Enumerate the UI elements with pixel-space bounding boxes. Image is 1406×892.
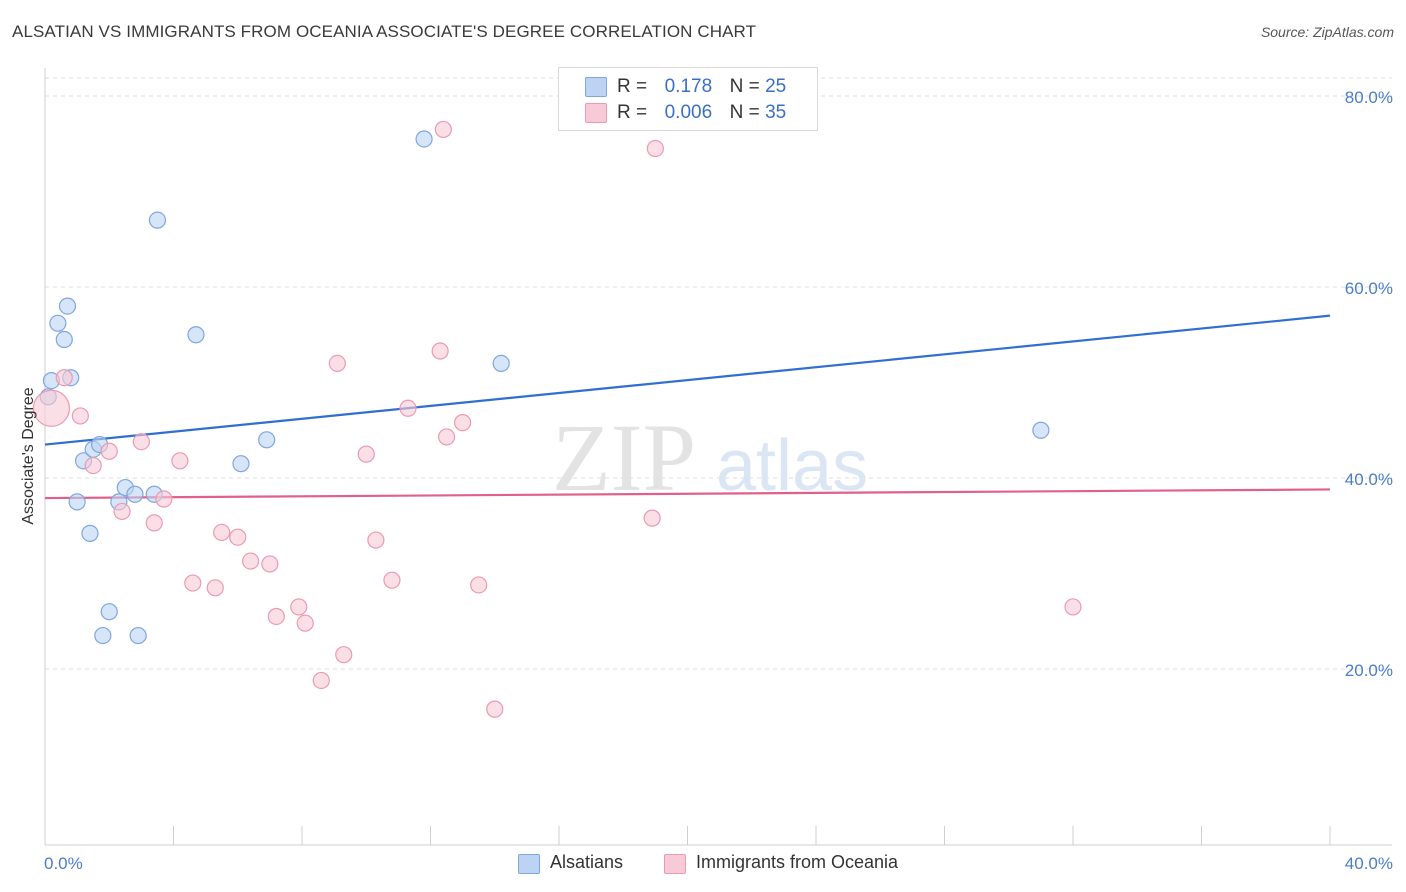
- data-point-pink: [486, 700, 504, 718]
- legend-swatch-blue: [585, 77, 607, 97]
- source-label: Source: ZipAtlas.com: [1260, 24, 1394, 40]
- data-point-pink: [434, 120, 452, 139]
- bottom-legend-swatch-pink: [664, 854, 686, 874]
- data-point-pink: [55, 369, 73, 387]
- data-point-blue: [49, 314, 67, 332]
- axes: [44, 68, 1392, 846]
- data-point-blue: [492, 354, 510, 372]
- y-tick-label: 40.0%: [1345, 470, 1393, 489]
- data-point-pink: [470, 576, 488, 594]
- data-point-pink: [213, 523, 231, 542]
- data-point-blue: [68, 493, 86, 511]
- y-tick-label: 80.0%: [1345, 88, 1393, 107]
- data-points: [32, 120, 1082, 718]
- bottom-legend-swatch-blue: [518, 854, 540, 874]
- data-point-pink: [242, 552, 260, 570]
- y-tick-label: 20.0%: [1345, 661, 1393, 680]
- y-tick-label: 60.0%: [1345, 279, 1393, 298]
- trend-lines: [44, 314, 1331, 500]
- trend-line-blue: [44, 314, 1331, 446]
- data-point-blue: [129, 626, 147, 645]
- grid-lines: [45, 77, 1392, 670]
- data-point-pink: [399, 399, 417, 417]
- data-point-blue: [55, 330, 73, 349]
- data-point-pink: [454, 414, 472, 432]
- data-point-blue: [100, 603, 118, 621]
- x-tick-label: 40.0%: [1345, 854, 1393, 873]
- x-tick-label: 0.0%: [44, 854, 83, 873]
- data-point-blue: [126, 485, 144, 503]
- data-point-blue: [58, 297, 77, 315]
- data-point-blue: [148, 211, 167, 229]
- legend-n-label: N =: [729, 76, 760, 97]
- legend-r-label: R =: [617, 76, 648, 97]
- legend-n-label: N =: [729, 102, 760, 123]
- data-point-pink: [267, 607, 285, 626]
- data-point-pink: [335, 646, 353, 664]
- data-point-pink: [32, 389, 71, 427]
- data-point-blue: [81, 524, 99, 542]
- bottom-legend-label: Immigrants from Oceania: [696, 852, 899, 872]
- data-point-pink: [206, 579, 224, 597]
- data-point-pink: [100, 442, 118, 460]
- data-point-pink: [383, 571, 401, 589]
- data-point-blue: [258, 431, 276, 449]
- data-point-pink: [261, 555, 279, 573]
- data-point-pink: [312, 671, 330, 690]
- data-point-pink: [184, 574, 202, 592]
- data-point-pink: [431, 342, 449, 360]
- legend-r-value: 0.178: [664, 76, 713, 97]
- correlation-legend: R = 0.178 N = 25 R = 0.006 N = 35: [558, 67, 818, 131]
- legend-r-label: R =: [617, 102, 648, 123]
- data-point-pink: [367, 531, 385, 549]
- bottom-legend-label: Alsatians: [550, 852, 624, 872]
- legend-r-value: 0.006: [664, 102, 713, 123]
- chart-title: ALSATIAN VS IMMIGRANTS FROM OCEANIA ASSO…: [12, 22, 757, 41]
- legend-n-value: 25: [765, 76, 787, 97]
- data-point-pink: [646, 139, 664, 158]
- data-point-pink: [155, 490, 173, 508]
- data-point-blue: [94, 626, 112, 645]
- data-point-pink: [328, 354, 346, 372]
- data-point-pink: [290, 598, 308, 616]
- data-point-pink: [437, 428, 456, 446]
- data-point-pink: [296, 614, 314, 632]
- data-point-blue: [415, 130, 433, 148]
- data-point-pink: [229, 528, 247, 546]
- data-point-blue: [187, 326, 205, 344]
- data-point-pink: [1064, 598, 1082, 616]
- legend-swatch-pink: [585, 103, 607, 123]
- data-point-pink: [145, 514, 163, 532]
- data-point-pink: [84, 456, 102, 475]
- data-point-pink: [71, 407, 89, 425]
- data-point-pink: [113, 502, 131, 521]
- y-axis-label: Associate's Degree: [20, 387, 37, 524]
- data-point-blue: [232, 455, 250, 473]
- data-point-pink: [357, 445, 375, 463]
- tick-labels: 20.0% 40.0% 60.0% 80.0% 0.0% 40.0%: [44, 88, 1393, 873]
- data-point-pink: [643, 509, 661, 527]
- data-point-pink: [132, 433, 150, 451]
- data-point-blue: [1032, 421, 1050, 439]
- data-point-pink: [171, 452, 189, 470]
- trend-line-pink: [44, 488, 1331, 500]
- legend-n-value: 35: [765, 102, 787, 123]
